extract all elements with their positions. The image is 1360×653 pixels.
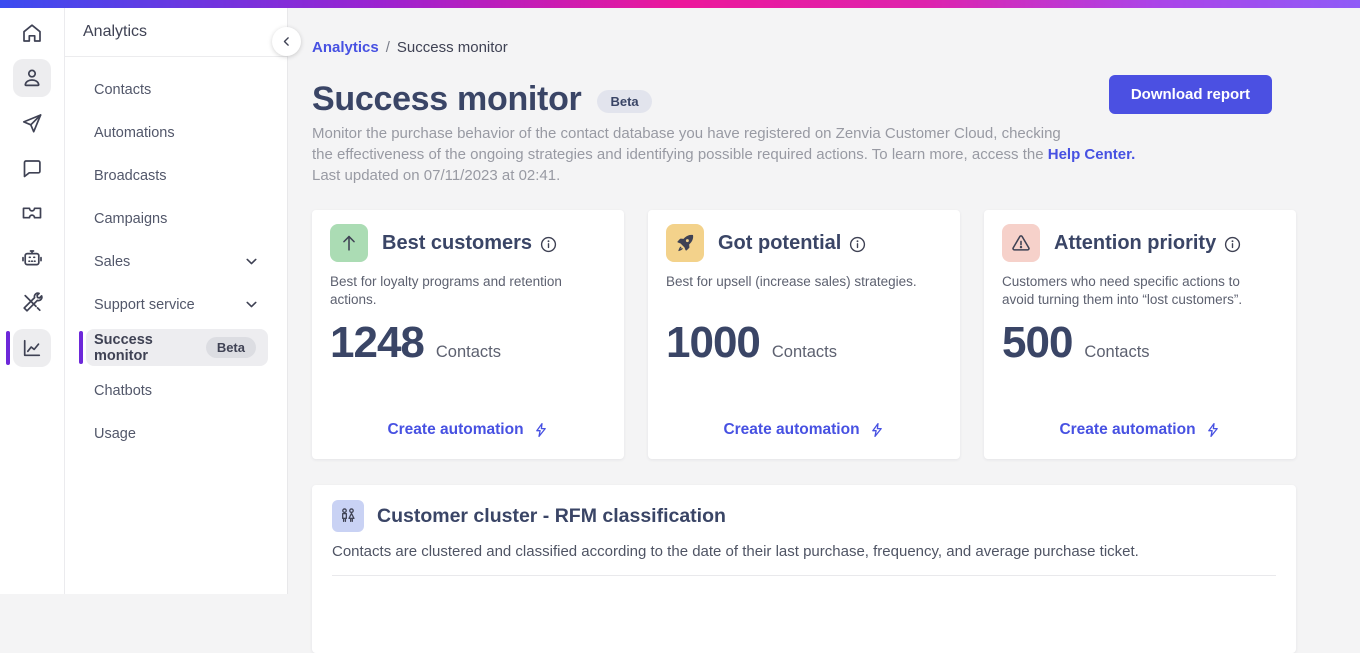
download-report-button[interactable]: Download report <box>1108 75 1272 114</box>
send-icon <box>22 114 42 133</box>
rail-tools-button[interactable] <box>13 284 51 322</box>
chevron-down-icon <box>246 258 257 265</box>
sidebar-item-usage[interactable]: Usage <box>94 425 136 442</box>
breadcrumb-current: Success monitor <box>396 39 508 56</box>
rail-home-button[interactable] <box>13 14 51 52</box>
tools-icon <box>23 292 43 312</box>
contacts-count: 1248 <box>330 318 425 367</box>
sidebar-collapse-button[interactable] <box>272 27 301 56</box>
sidebar-item-sales[interactable]: Sales <box>65 240 287 283</box>
sidebar-item-automations[interactable]: Automations <box>94 124 175 141</box>
main-content: Analytics / Success monitor Success monito… <box>288 8 1360 653</box>
lightning-icon <box>535 422 546 438</box>
contacts-count: 500 <box>1002 318 1073 367</box>
rail-broadcast-button[interactable] <box>13 104 51 142</box>
analytics-sidebar: Analytics Contacts Automations Broadcast… <box>65 8 301 594</box>
beta-badge: Beta <box>205 337 256 358</box>
contacts-count: 1000 <box>666 318 761 367</box>
page-title: Success monitor <box>312 80 582 118</box>
lightning-icon <box>871 422 882 438</box>
page-description: Monitor the purchase behavior of the con… <box>312 125 1136 184</box>
chart-icon <box>23 339 41 357</box>
active-indicator <box>6 331 10 365</box>
robot-icon <box>22 250 42 266</box>
home-icon <box>23 24 41 42</box>
trend-up-icon <box>330 224 368 262</box>
got-potential-card: Got potential Best for upsell (increase … <box>648 210 960 459</box>
sidebar-title: Analytics <box>65 8 287 57</box>
title-beta-badge: Beta <box>597 90 652 113</box>
lightning-icon <box>1207 422 1218 438</box>
ticket-icon <box>22 207 42 219</box>
top-gradient-bar <box>0 0 1360 8</box>
chevron-left-icon <box>283 37 289 46</box>
sidebar-item-chatbots[interactable]: Chatbots <box>94 382 153 399</box>
sidebar-item-success-monitor[interactable]: Success monitor Beta <box>79 329 268 366</box>
sidebar-item-support-service[interactable]: Support service <box>65 283 287 326</box>
people-icon <box>332 500 364 532</box>
rail-bot-button[interactable] <box>13 239 51 277</box>
info-icon[interactable] <box>849 236 866 253</box>
customer-cluster-card: Customer cluster - RFM classification Co… <box>312 485 1296 653</box>
person-icon <box>24 69 40 87</box>
sidebar-item-campaigns[interactable]: Campaigns <box>94 210 168 227</box>
icon-rail <box>0 8 65 594</box>
info-icon[interactable] <box>540 236 557 253</box>
last-updated-text: Last updated on 07/11/2023 at 02:41. <box>312 167 561 184</box>
rocket-icon <box>666 224 704 262</box>
rail-chat-button[interactable] <box>13 149 51 187</box>
create-automation-link[interactable]: Create automation <box>648 421 960 439</box>
rail-ticket-button[interactable] <box>13 194 51 232</box>
chat-bubble-icon <box>23 160 41 178</box>
breadcrumb: Analytics / Success monitor <box>312 39 508 56</box>
divider <box>332 575 1276 576</box>
warning-icon <box>1002 224 1040 262</box>
info-icon[interactable] <box>1224 236 1241 253</box>
help-center-link[interactable]: Help Center. <box>1047 146 1136 163</box>
best-customers-card: Best customers Best for loyalty programs… <box>312 210 624 459</box>
create-automation-link[interactable]: Create automation <box>984 421 1296 439</box>
cluster-title: Customer cluster - RFM classification <box>377 504 726 527</box>
create-automation-link[interactable]: Create automation <box>312 421 624 439</box>
chevron-down-icon <box>246 301 257 308</box>
rail-contacts-button[interactable] <box>13 59 51 97</box>
sidebar-item-contacts[interactable]: Contacts <box>94 81 152 98</box>
breadcrumb-analytics-link[interactable]: Analytics <box>312 39 379 56</box>
rail-analytics-button[interactable] <box>6 329 51 367</box>
cluster-description: Contacts are clustered and classified ac… <box>332 543 1139 560</box>
sidebar-item-broadcasts[interactable]: Broadcasts <box>94 167 167 184</box>
attention-priority-card: Attention priority Customers who need sp… <box>984 210 1296 459</box>
segment-cards-row: Best customers Best for loyalty programs… <box>312 210 1296 459</box>
